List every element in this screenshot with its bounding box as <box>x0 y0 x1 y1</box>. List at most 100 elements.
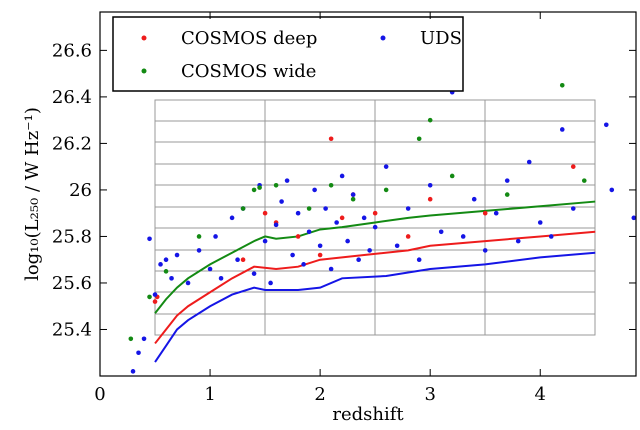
data-point <box>268 280 273 286</box>
data-point <box>416 136 422 142</box>
data-point <box>367 248 372 253</box>
data-point <box>196 234 202 239</box>
median-line <box>154 200 596 314</box>
data-point <box>295 234 301 239</box>
data-point <box>262 238 268 244</box>
data-point <box>141 336 147 342</box>
legend: COSMOS deep UDS COSMOS wide <box>112 16 464 92</box>
data-point <box>356 257 361 263</box>
data-point <box>460 234 466 239</box>
data-point <box>383 164 389 169</box>
y-tick-label: 26.2 <box>52 133 92 154</box>
data-point <box>482 248 488 253</box>
data-point <box>152 299 158 304</box>
data-point <box>207 266 213 272</box>
data-point <box>229 215 235 221</box>
plot-frame <box>99 11 637 377</box>
data-point <box>493 210 499 216</box>
y-axis-label: log₁₀(L₂₅₀ / W Hz⁻¹) <box>22 107 43 281</box>
x-tick-label: 0 <box>94 384 105 405</box>
median-line <box>154 251 596 363</box>
data-point <box>163 269 169 274</box>
data-point <box>185 280 191 286</box>
data-point <box>372 210 378 216</box>
legend-marker <box>141 35 147 41</box>
data-point <box>372 224 378 230</box>
legend-label: UDS <box>420 28 462 49</box>
data-point <box>273 222 279 228</box>
data-point <box>449 173 455 179</box>
data-point <box>147 294 152 300</box>
data-point <box>317 252 323 258</box>
data-point <box>290 252 295 258</box>
y-tick-label: 26.4 <box>52 87 92 108</box>
data-point <box>427 196 433 202</box>
data-point <box>334 220 339 225</box>
data-point <box>158 262 163 267</box>
median-line <box>154 230 596 345</box>
data-point <box>218 276 224 281</box>
data-point <box>306 206 312 211</box>
data-point <box>345 238 350 244</box>
legend-marker <box>141 68 147 74</box>
data-point <box>279 199 284 204</box>
data-point <box>152 292 158 297</box>
y-tick-label: 26.6 <box>52 40 92 61</box>
data-point <box>504 178 510 183</box>
x-tick-label: 2 <box>314 384 325 405</box>
data-point <box>609 187 615 193</box>
data-point <box>504 192 510 197</box>
data-point <box>471 196 477 202</box>
data-point <box>240 257 246 263</box>
legend-label: COSMOS deep <box>181 28 317 49</box>
data-point <box>328 182 334 188</box>
data-point <box>306 229 312 235</box>
data-point <box>515 238 521 244</box>
data-point <box>383 187 389 193</box>
data-point <box>631 215 636 221</box>
x-tick-label: 4 <box>535 384 546 405</box>
legend-label: COSMOS wide <box>181 61 316 82</box>
data-point <box>317 243 323 249</box>
data-point <box>482 210 488 216</box>
data-point <box>174 252 180 258</box>
data-point <box>147 236 152 242</box>
data-point <box>570 164 576 169</box>
x-tick-label: 3 <box>424 384 435 405</box>
data-point <box>284 178 290 183</box>
y-tick-label: 25.6 <box>52 273 92 294</box>
data-point <box>427 117 433 123</box>
data-point <box>169 276 174 281</box>
data-point <box>548 234 554 239</box>
x-axis-label: redshift <box>332 404 404 425</box>
data-point <box>427 182 433 188</box>
data-point <box>559 127 565 132</box>
data-point <box>394 243 400 249</box>
y-tick-label: 25.8 <box>52 226 92 247</box>
legend-marker <box>380 35 386 41</box>
data-point <box>350 192 356 197</box>
x-tick-label: 1 <box>204 384 215 405</box>
data-point <box>537 220 543 225</box>
data-point <box>130 369 136 374</box>
data-point <box>405 206 411 211</box>
data-point <box>526 159 532 165</box>
y-tick-label: 26 <box>69 180 92 201</box>
data-point <box>235 257 240 263</box>
data-point <box>581 178 587 183</box>
data-point <box>361 215 367 221</box>
data-point <box>350 196 356 202</box>
inset-grid <box>154 99 596 336</box>
data-point <box>128 336 134 342</box>
data-point <box>240 206 246 211</box>
data-point <box>328 136 334 142</box>
data-point <box>251 271 257 276</box>
data-point <box>163 257 169 263</box>
data-point <box>196 248 202 253</box>
data-point <box>312 187 317 193</box>
data-point <box>213 234 218 239</box>
data-point <box>570 206 576 211</box>
data-point <box>262 210 268 216</box>
data-point <box>301 262 306 267</box>
